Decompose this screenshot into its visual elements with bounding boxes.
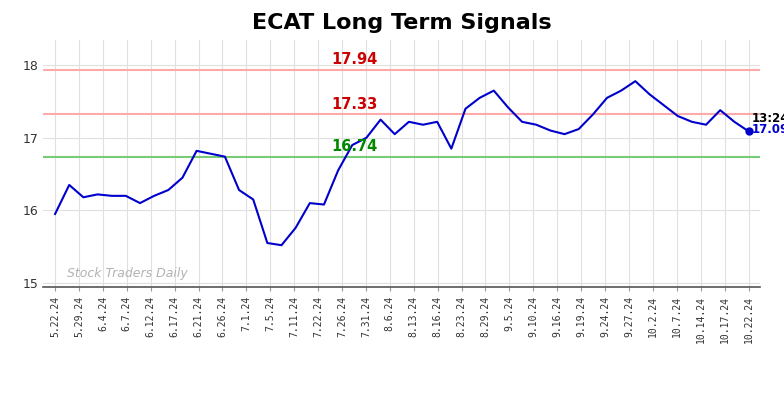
Text: 17.33: 17.33 xyxy=(331,97,377,112)
Text: 13:24: 13:24 xyxy=(752,112,784,125)
Text: Stock Traders Daily: Stock Traders Daily xyxy=(67,267,188,280)
Title: ECAT Long Term Signals: ECAT Long Term Signals xyxy=(252,13,552,33)
Text: 17.94: 17.94 xyxy=(331,53,377,67)
Text: 16.74: 16.74 xyxy=(331,139,377,154)
Text: 17.09: 17.09 xyxy=(752,123,784,136)
